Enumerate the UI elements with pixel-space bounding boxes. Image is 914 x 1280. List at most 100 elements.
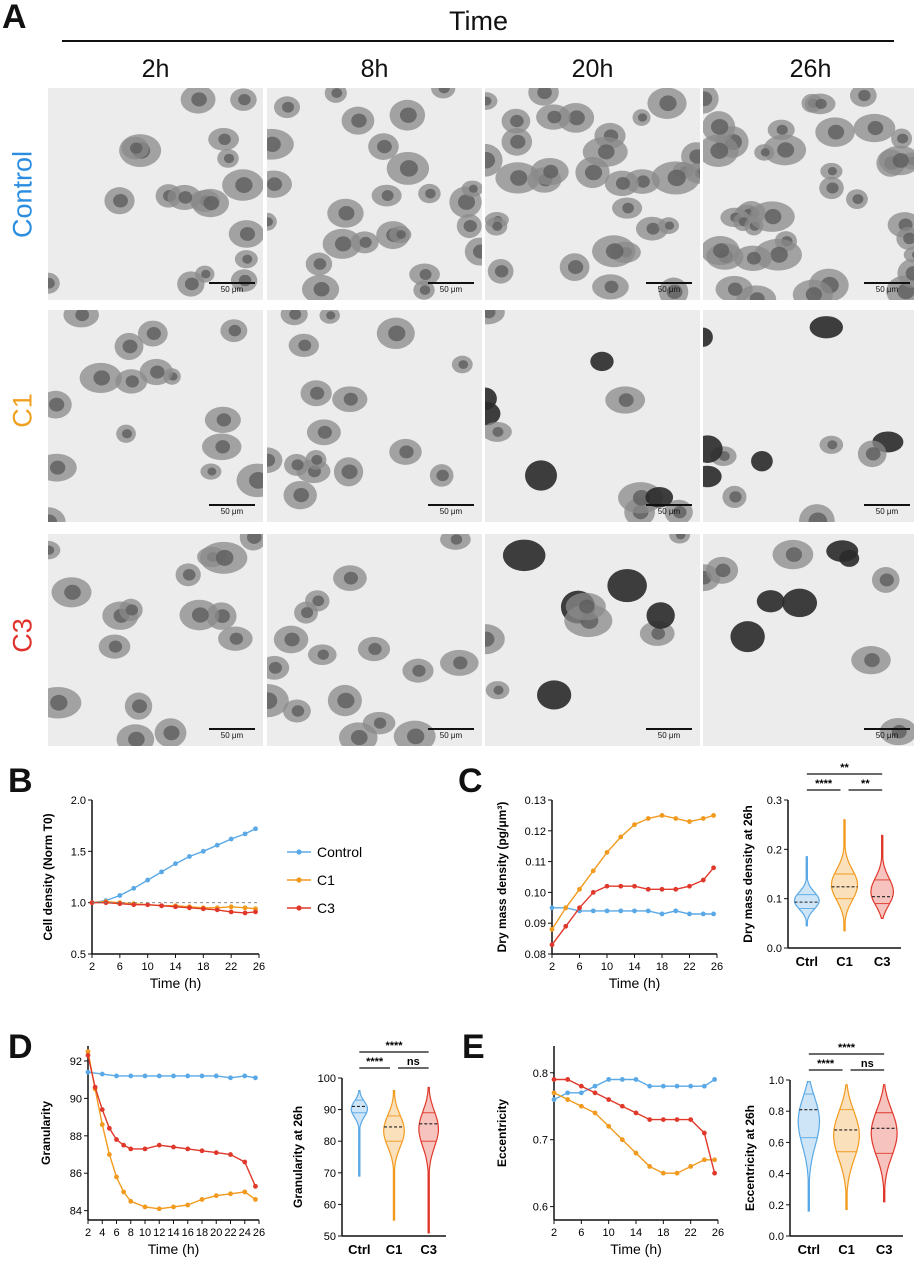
data-point — [633, 1150, 639, 1156]
data-point — [592, 1083, 598, 1089]
data-point — [604, 883, 610, 889]
trend-line — [554, 1078, 716, 1174]
data-point — [199, 1073, 205, 1079]
scale-bar-line — [646, 728, 692, 730]
x-tick-label: 12 — [153, 1227, 165, 1239]
y-tick-label: 0.11 — [525, 857, 546, 869]
data-point — [200, 848, 206, 854]
panel-letter-e: E — [462, 1028, 485, 1066]
x-tick-label: 18 — [657, 1227, 669, 1239]
x-tick-label: 14 — [628, 961, 640, 973]
data-point — [590, 890, 596, 895]
significance-label: **** — [815, 778, 833, 790]
micrograph-c1-20h: 50 μm — [485, 310, 700, 522]
data-point — [128, 1073, 134, 1079]
scale-bar-label: 50 μm — [657, 731, 681, 740]
micrograph-c3-2h: 50 μm — [48, 534, 263, 746]
data-point — [565, 1077, 571, 1082]
data-point — [242, 831, 248, 837]
data-point — [200, 906, 206, 912]
x-tick-label: C3 — [876, 1242, 893, 1257]
y-axis-label: Eccentricity — [495, 1099, 509, 1167]
data-point — [659, 911, 665, 917]
x-tick-label: 22 — [683, 961, 695, 973]
data-point — [551, 1097, 557, 1102]
y-axis-label: Cell density (Norm T0) — [41, 813, 55, 940]
x-tick-label: C1 — [838, 1242, 855, 1257]
data-point — [578, 1103, 584, 1109]
legend: Control C1 C3 — [285, 838, 405, 918]
data-point — [674, 1117, 680, 1123]
violin-c3 — [418, 1086, 439, 1234]
data-point — [563, 905, 569, 911]
y-axis-label: Eccentricity at 26h — [743, 1105, 757, 1211]
y-tick-label: 86 — [70, 1168, 82, 1180]
scale-bar: 50 μm — [646, 282, 692, 294]
scale-bar: 50 μm — [428, 728, 474, 740]
x-tick-label: 2 — [89, 961, 95, 973]
axes: 0.0 0.2 0.4 0.6 0.8 1.0 Ctrl C1 C3 Eccentricity a… — [743, 1075, 903, 1257]
y-tick-label: 84 — [70, 1206, 82, 1218]
data-point — [228, 904, 234, 910]
data-point — [131, 885, 137, 891]
violin-body — [418, 1086, 439, 1234]
y-tick-label: 60 — [324, 1199, 336, 1211]
data-point — [711, 911, 716, 917]
violin-ctrl — [797, 1081, 821, 1212]
data-point — [578, 1083, 584, 1089]
legend-label: Control — [317, 844, 362, 860]
x-axis-label: Time (h) — [609, 975, 661, 991]
x-axis-label: Time (h) — [610, 1241, 662, 1257]
data-point — [214, 842, 220, 848]
data-point — [606, 1077, 612, 1082]
y-tick-label: 0.13 — [525, 795, 546, 807]
x-tick-label: 6 — [578, 1227, 584, 1239]
data-point — [159, 869, 164, 875]
violin-body — [870, 834, 895, 919]
x-tick-label: 20 — [210, 1227, 222, 1239]
cell-image — [48, 310, 263, 522]
data-point — [128, 1198, 134, 1204]
data-point — [253, 826, 258, 832]
data-point — [199, 1197, 205, 1202]
data-point — [253, 1197, 258, 1202]
scale-bar-line — [428, 504, 474, 506]
scale-bar-label: 50 μm — [875, 507, 899, 516]
data-point — [114, 1073, 119, 1079]
scale-bar-label: 50 μm — [439, 731, 463, 740]
y-tick-label: 92 — [70, 1056, 82, 1068]
x-tick-label: 6 — [117, 961, 123, 973]
data-point — [618, 834, 624, 840]
data-point — [171, 1204, 176, 1210]
scale-bar-line — [646, 282, 692, 284]
data-point — [99, 1122, 105, 1127]
significance-label: **** — [385, 1040, 403, 1052]
data-point — [618, 883, 624, 889]
y-axis-label: Granularity — [39, 1101, 53, 1165]
data-point — [171, 1073, 176, 1079]
axes: 0.080.090.100.110.120.132 6 10 14 18 22 26Time… — [495, 795, 723, 991]
data-point — [242, 1073, 248, 1079]
cell-image — [267, 88, 482, 300]
chart-E: 0.6 0.7 0.8 2 6 10 14 18 22 26 Time (h) Eccentricit… — [492, 1040, 724, 1258]
significance-label: ** — [840, 762, 849, 774]
column-header-20h: 20h — [571, 55, 614, 83]
data-point — [85, 1069, 91, 1075]
cell-image — [703, 310, 914, 522]
data-point — [242, 1189, 248, 1195]
series-control — [85, 1069, 258, 1081]
data-point — [228, 1152, 233, 1157]
data-point — [142, 1204, 148, 1210]
series-c3 — [85, 1052, 258, 1189]
data-point — [114, 1137, 119, 1142]
x-tick-label: 2 — [549, 961, 555, 973]
significance-label: ns — [407, 1056, 420, 1068]
data-point — [660, 1083, 666, 1089]
x-tick-label: 22 — [224, 1227, 236, 1239]
violin-c1 — [830, 819, 859, 932]
x-tick-label: 26 — [711, 961, 723, 973]
y-tick-label: 0.4 — [769, 1169, 784, 1181]
row-label-c1: C1 — [7, 393, 38, 428]
scale-bar: 50 μm — [428, 504, 474, 516]
